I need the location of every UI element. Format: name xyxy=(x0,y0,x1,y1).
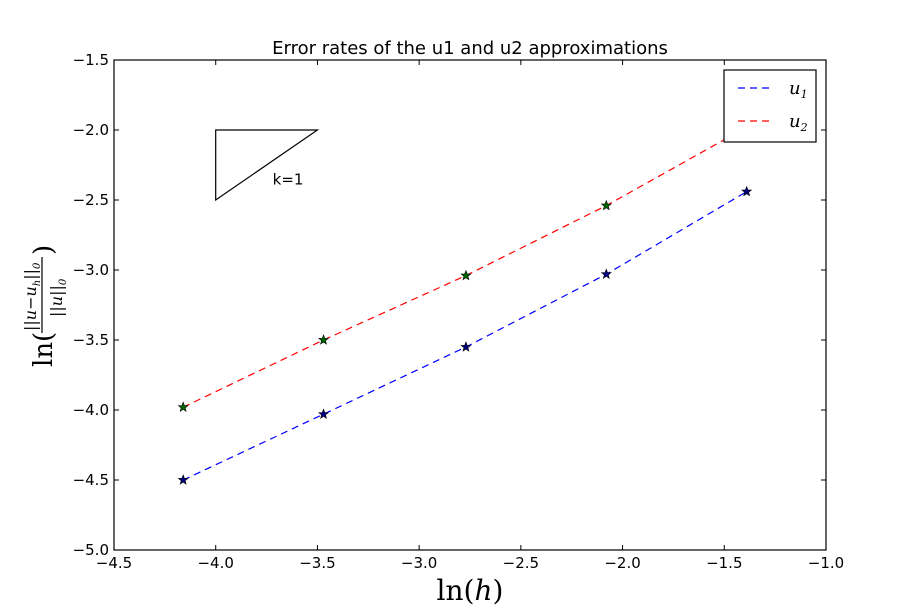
y-tick-label: −4.5 xyxy=(73,471,109,489)
y-tick-label: −5.0 xyxy=(73,541,109,559)
y-tick-label: −1.5 xyxy=(73,51,109,69)
y-tick-label: −3.0 xyxy=(73,261,109,279)
svg-text:): ) xyxy=(29,245,59,255)
x-tick-label: −1.0 xyxy=(808,554,844,572)
plot-frame xyxy=(113,59,827,551)
y-tick-label: −2.5 xyxy=(73,191,109,209)
y-tick-label: −2.0 xyxy=(73,121,109,139)
x-tick-label: −3.0 xyxy=(401,554,437,572)
x-axis-label: ln(h) xyxy=(437,574,504,607)
data-point-u1 xyxy=(741,185,753,197)
data-point-u2 xyxy=(600,199,612,211)
x-tick-label: −1.5 xyxy=(706,554,742,572)
data-point-u2 xyxy=(177,401,189,412)
svg-text:ln(: ln( xyxy=(29,332,59,367)
data-point-u1 xyxy=(600,268,612,279)
svg-text:||u−uh||0: ||u−uh||0 xyxy=(21,262,43,331)
y-axis-label: ln( ||u−uh||0 ||u||0 ) xyxy=(21,245,69,367)
x-tick-label: −3.5 xyxy=(299,554,335,572)
slope-triangle xyxy=(215,129,320,202)
x-tick-label: −4.0 xyxy=(197,554,233,572)
x-tick-label: −4.5 xyxy=(96,554,132,572)
svg-text:||u||0: ||u||0 xyxy=(47,278,69,317)
chart-title: Error rates of the u1 and u2 approximati… xyxy=(272,38,668,59)
legend: u1 u2 xyxy=(723,69,817,143)
x-tick-label: −2.0 xyxy=(604,554,640,572)
svg-text:ln(h): ln(h) xyxy=(437,574,504,607)
data-point-u2 xyxy=(317,334,330,345)
x-tick-label: −2.5 xyxy=(503,554,539,572)
data-point-u2 xyxy=(460,269,472,281)
y-tick-label: −3.5 xyxy=(73,331,109,349)
series-line-u2 xyxy=(182,126,747,408)
data-point-u1 xyxy=(460,341,472,352)
y-tick-label: −4.0 xyxy=(73,401,109,419)
slope-annotation-label: k=1 xyxy=(273,171,304,189)
data-point-u1 xyxy=(177,474,189,485)
data-point-u1 xyxy=(317,408,330,419)
